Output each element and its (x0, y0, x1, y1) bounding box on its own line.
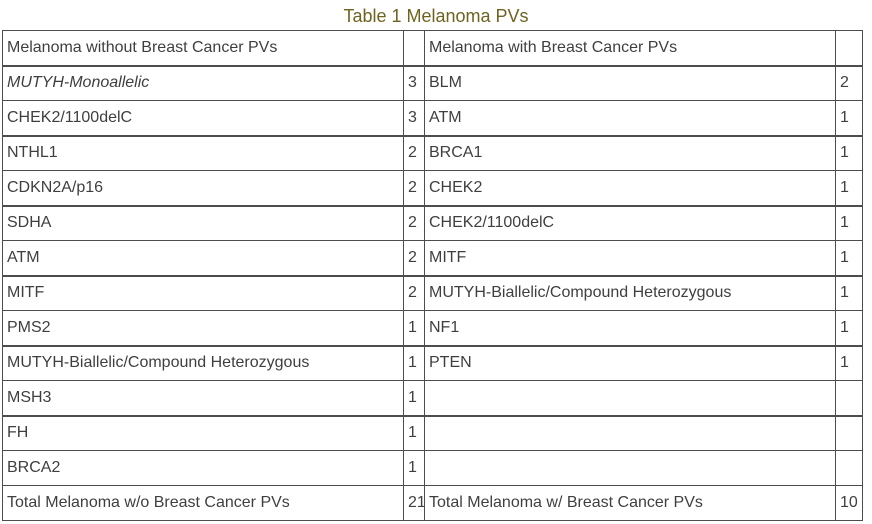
gene-cell-right: CHEK2/1100delC (424, 204, 836, 241)
count-cell-left: 1 (403, 450, 425, 486)
count-cell-right: 1 (835, 170, 863, 206)
header-right-count (835, 30, 863, 66)
count-cell-right: 1 (835, 240, 863, 276)
table-body: MUTYH-Monoallelic 3 BLM 2 CHEK2/1100delC 3 ATM… (2, 64, 863, 486)
count-cell-left: 2 (403, 170, 425, 206)
gene-cell-left: CHEK2/1100delC (2, 100, 404, 136)
count-cell-left: 2 (403, 134, 425, 171)
total-right-count: 10 (835, 485, 863, 521)
count-cell-right: 1 (835, 310, 863, 346)
gene-cell-left: MSH3 (2, 380, 404, 416)
count-cell-right (835, 450, 863, 486)
table-row: MITF 2 MUTYH-Biallelic/Compound Heterozygo… (2, 274, 863, 311)
table-row: SDHA 2 CHEK2/1100delC 1 (2, 204, 863, 241)
gene-cell-right (424, 380, 836, 416)
gene-cell-right: NF1 (424, 310, 836, 346)
header-row: Melanoma without Breast Cancer PVs Melan… (2, 30, 863, 66)
count-cell-right: 1 (835, 344, 863, 381)
table-row: FH 1 (2, 414, 863, 451)
gene-cell-left: BRCA2 (2, 450, 404, 486)
count-cell-right: 1 (835, 274, 863, 311)
total-row: Total Melanoma w/o Breast Cancer PVs 21 … (2, 485, 863, 521)
gene-cell-left: MUTYH-Monoallelic (2, 64, 404, 101)
gene-cell-left: FH (2, 414, 404, 451)
table-row: MSH3 1 (2, 380, 863, 416)
gene-cell-right: MUTYH-Biallelic/Compound Heterozygous (424, 274, 836, 311)
count-cell-right: 1 (835, 134, 863, 171)
count-cell-left: 1 (403, 414, 425, 451)
gene-cell-right (424, 450, 836, 486)
gene-cell-left: NTHL1 (2, 134, 404, 171)
total-left-label: Total Melanoma w/o Breast Cancer PVs (2, 485, 404, 521)
count-cell-left: 2 (403, 204, 425, 241)
table-row: MUTYH-Biallelic/Compound Heterozygous 1 PT… (2, 344, 863, 381)
gene-cell-right: MITF (424, 240, 836, 276)
gene-cell-right: BLM (424, 64, 836, 101)
gene-cell-right: ATM (424, 100, 836, 136)
table-row: CDKN2A/p16 2 CHEK2 1 (2, 170, 863, 206)
gene-cell-left: MUTYH-Biallelic/Compound Heterozygous (2, 344, 404, 381)
total-left-count: 21 (403, 485, 425, 521)
melanoma-pv-table: Melanoma without Breast Cancer PVs Melan… (2, 30, 863, 521)
gene-cell-right: BRCA1 (424, 134, 836, 171)
count-cell-right: 2 (835, 64, 863, 101)
count-cell-right: 1 (835, 100, 863, 136)
gene-cell-left: ATM (2, 240, 404, 276)
count-cell-left: 3 (403, 100, 425, 136)
table-row: NTHL1 2 BRCA1 1 (2, 134, 863, 171)
count-cell-left: 1 (403, 310, 425, 346)
count-cell-right (835, 414, 863, 451)
table-footer: Total Melanoma w/o Breast Cancer PVs 21 … (2, 485, 863, 521)
header-left: Melanoma without Breast Cancer PVs (2, 30, 404, 66)
count-cell-left: 1 (403, 380, 425, 416)
gene-cell-left: MITF (2, 274, 404, 311)
gene-cell-right: CHEK2 (424, 170, 836, 206)
header-right: Melanoma with Breast Cancer PVs (424, 30, 836, 66)
table-caption: Table 1 Melanoma PVs (343, 6, 529, 26)
count-cell-left: 1 (403, 344, 425, 381)
total-right-label: Total Melanoma w/ Breast Cancer PVs (424, 485, 836, 521)
header-left-count (403, 30, 425, 66)
count-cell-left: 2 (403, 274, 425, 311)
gene-cell-right: PTEN (424, 344, 836, 381)
gene-cell-right (424, 414, 836, 451)
table-row: BRCA2 1 (2, 450, 863, 486)
gene-cell-left: PMS2 (2, 310, 404, 346)
table-header: Melanoma without Breast Cancer PVs Melan… (2, 30, 863, 66)
count-cell-right (835, 380, 863, 416)
table-row: CHEK2/1100delC 3 ATM 1 (2, 100, 863, 136)
gene-cell-left: SDHA (2, 204, 404, 241)
gene-cell-left: CDKN2A/p16 (2, 170, 404, 206)
count-cell-left: 3 (403, 64, 425, 101)
table-row: PMS2 1 NF1 1 (2, 310, 863, 346)
table-row: ATM 2 MITF 1 (2, 240, 863, 276)
count-cell-left: 2 (403, 240, 425, 276)
table-row: MUTYH-Monoallelic 3 BLM 2 (2, 64, 863, 101)
count-cell-right: 1 (835, 204, 863, 241)
